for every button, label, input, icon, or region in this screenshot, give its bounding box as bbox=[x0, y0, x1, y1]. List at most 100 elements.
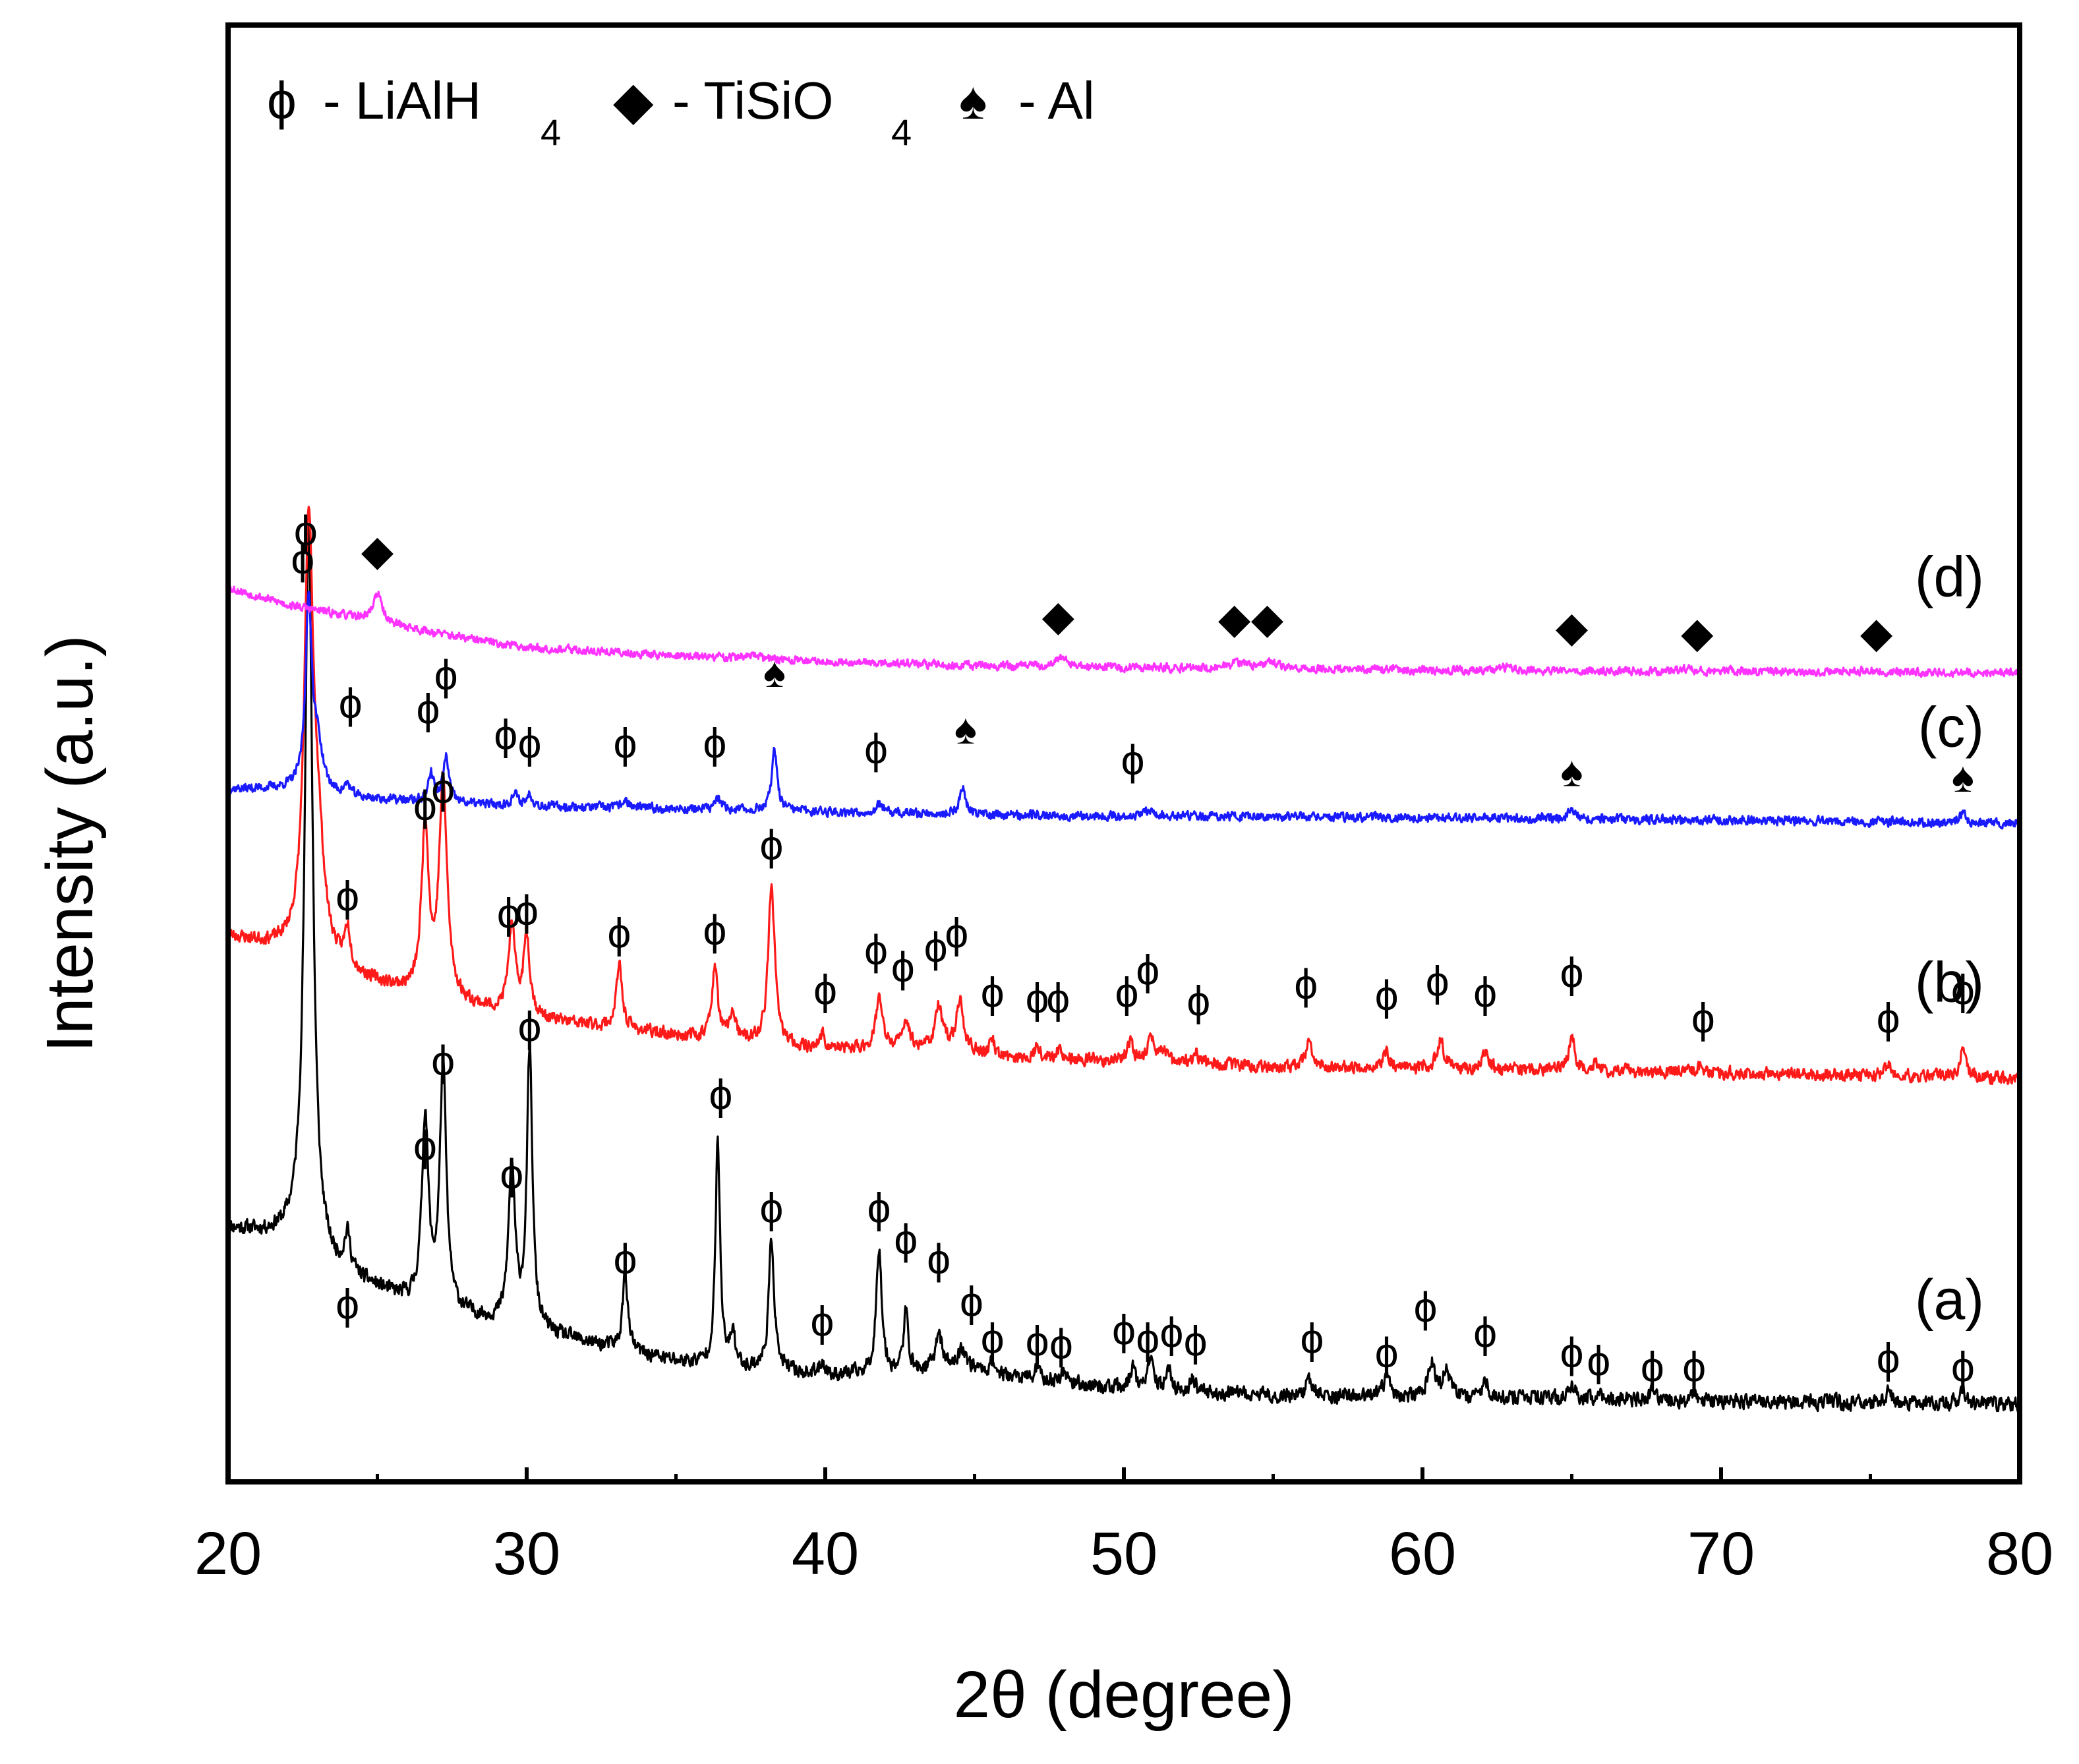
phase-marker-tisio4: ◆ bbox=[1251, 595, 1284, 642]
phase-marker-lialh4: ϕ bbox=[1641, 1343, 1664, 1390]
phase-marker-lialh4: ϕ bbox=[608, 909, 631, 956]
legend-entry-al: ♠ - Al bbox=[959, 71, 1095, 130]
x-axis-title: 2θ (degree) bbox=[954, 1658, 1295, 1732]
x-tick-label: 80 bbox=[1986, 1520, 2053, 1587]
x-tick-label: 50 bbox=[1090, 1520, 1157, 1587]
legend-sub-liaalh4: 4 bbox=[541, 111, 561, 153]
phase-marker-lialh4: ϕ bbox=[518, 719, 542, 767]
series-tag-layer: (a) (b) (c) (d) bbox=[1915, 546, 1984, 1332]
phase-marker-lialh4: ϕ bbox=[864, 725, 888, 773]
phase-marker-lialh4: ϕ bbox=[1951, 966, 1975, 1013]
phase-marker-al: ♠ bbox=[1561, 748, 1583, 795]
phase-marker-lialh4: ϕ bbox=[500, 1150, 523, 1198]
phase-marker-lialh4: ϕ bbox=[703, 906, 726, 954]
phase-marker-lialh4: ϕ bbox=[413, 1122, 437, 1169]
phase-marker-lialh4: ϕ bbox=[1473, 969, 1497, 1016]
phase-marker-lialh4: ϕ bbox=[864, 926, 888, 974]
phase-marker-lialh4: ϕ bbox=[927, 1235, 951, 1283]
phase-marker-lialh4: ϕ bbox=[703, 719, 726, 767]
series-tag-2: (b) bbox=[1915, 951, 1984, 1014]
phase-marker-lialh4: ϕ bbox=[614, 719, 637, 767]
phase-marker-tisio4: ◆ bbox=[361, 527, 394, 574]
phase-marker-lialh4: ϕ bbox=[1587, 1338, 1610, 1385]
phase-marker-lialh4: ϕ bbox=[1877, 1334, 1900, 1382]
phase-marker-lialh4: ϕ bbox=[614, 1235, 637, 1283]
series-line-4 bbox=[227, 585, 2021, 678]
phase-marker-lialh4: ϕ bbox=[497, 889, 521, 937]
legend: ϕ - LiAlH 4 ◆ - TiSiO 4 ♠ - Al bbox=[267, 71, 1095, 153]
y-axis-title: Intensity (a.u.) bbox=[33, 635, 107, 1053]
phase-marker-lialh4: ϕ bbox=[891, 943, 915, 991]
x-tick-label: 60 bbox=[1389, 1520, 1456, 1587]
series-line-3 bbox=[227, 591, 2021, 830]
series-line-1 bbox=[227, 525, 2021, 1413]
phase-marker-lialh4: ϕ bbox=[1691, 994, 1715, 1042]
legend-symbol-al: ♠ bbox=[959, 71, 987, 130]
phase-marker-al: ♠ bbox=[954, 705, 977, 753]
phase-marker-lialh4: ϕ bbox=[336, 1281, 359, 1328]
phase-marker-lialh4: ϕ bbox=[924, 924, 948, 971]
x-tick-label: 40 bbox=[792, 1520, 859, 1587]
phase-marker-lialh4: ϕ bbox=[1136, 946, 1159, 993]
phase-marker-lialh4: ϕ bbox=[1115, 969, 1139, 1016]
legend-text-tisio4: - TiSiO bbox=[672, 71, 833, 130]
phase-marker-lialh4: ϕ bbox=[1375, 972, 1399, 1019]
phase-marker-lialh4: ϕ bbox=[417, 686, 440, 733]
series-tag-3: (c) bbox=[1918, 695, 1984, 759]
phase-marker-lialh4: ϕ bbox=[1136, 1314, 1159, 1362]
legend-text-al: - Al bbox=[1018, 71, 1095, 130]
phase-marker-lialh4: ϕ bbox=[894, 1216, 918, 1263]
legend-sub-tisio4: 4 bbox=[891, 111, 912, 153]
phase-marker-lialh4: ϕ bbox=[1682, 1343, 1706, 1390]
phase-marker-lialh4: ϕ bbox=[494, 711, 517, 758]
phase-marker-lialh4: ϕ bbox=[760, 1185, 784, 1232]
phase-marker-lialh4: ϕ bbox=[981, 1314, 1005, 1362]
phase-marker-lialh4: ϕ bbox=[945, 909, 968, 956]
phase-marker-lialh4: ϕ bbox=[709, 1071, 733, 1119]
legend-symbol-liaalh4: ϕ bbox=[267, 71, 297, 130]
phase-marker-lialh4: ϕ bbox=[1026, 974, 1049, 1022]
phase-marker-lialh4: ϕ bbox=[431, 1037, 455, 1084]
series-layer bbox=[227, 506, 2021, 1413]
phase-marker-lialh4: ϕ bbox=[1414, 1283, 1438, 1331]
phase-marker-lialh4: ϕ bbox=[518, 1003, 542, 1050]
series-tag-4: (d) bbox=[1915, 546, 1984, 609]
x-tick-label: 70 bbox=[1687, 1520, 1755, 1587]
phase-marker-lialh4: ϕ bbox=[339, 680, 363, 727]
phase-marker-lialh4: ϕ bbox=[981, 969, 1005, 1016]
phase-marker-lialh4: ϕ bbox=[1186, 978, 1210, 1025]
phase-marker-lialh4: ϕ bbox=[1426, 958, 1449, 1005]
legend-text-liaalh4: - LiAlH bbox=[323, 71, 481, 130]
phase-marker-lialh4: ϕ bbox=[867, 1185, 891, 1232]
phase-marker-lialh4: ϕ bbox=[813, 966, 837, 1013]
phase-marker-lialh4: ϕ bbox=[1049, 1320, 1073, 1368]
phase-marker-lialh4: ϕ bbox=[1160, 1309, 1184, 1357]
phase-marker-lialh4: ϕ bbox=[1112, 1306, 1136, 1353]
phase-marker-lialh4: ϕ bbox=[1184, 1318, 1208, 1365]
phase-marker-al: ♠ bbox=[763, 649, 786, 696]
legend-entry-tisio4: ◆ - TiSiO 4 bbox=[613, 71, 912, 153]
phase-marker-lialh4: ϕ bbox=[1026, 1318, 1049, 1365]
phase-marker-lialh4: ϕ bbox=[1560, 949, 1584, 997]
phase-marker-tisio4: ◆ bbox=[1860, 609, 1893, 657]
phase-marker-lialh4: ϕ bbox=[1121, 736, 1145, 784]
series-line-2 bbox=[227, 506, 2021, 1086]
phase-marker-lialh4: ϕ bbox=[811, 1298, 835, 1345]
phase-marker-al: ♠ bbox=[1952, 753, 1974, 801]
phase-marker-lialh4: ϕ bbox=[1877, 994, 1900, 1042]
phase-marker-lialh4: ϕ bbox=[1300, 1314, 1324, 1362]
phase-marker-lialh4: ϕ bbox=[291, 535, 314, 583]
phase-marker-lialh4: ϕ bbox=[1294, 960, 1318, 1008]
series-tag-1: (a) bbox=[1915, 1268, 1984, 1332]
legend-entry-liaalh4: ϕ - LiAlH 4 bbox=[267, 71, 561, 153]
phase-marker-lialh4: ϕ bbox=[1473, 1309, 1497, 1357]
legend-symbol-tisio4: ◆ bbox=[613, 71, 654, 130]
x-tick-label: 20 bbox=[194, 1520, 262, 1587]
phase-marker-lialh4: ϕ bbox=[1560, 1329, 1584, 1376]
phase-marker-lialh4: ϕ bbox=[431, 765, 455, 812]
phase-marker-lialh4: ϕ bbox=[434, 651, 458, 699]
phase-marker-lialh4: ϕ bbox=[336, 873, 359, 920]
phase-marker-tisio4: ◆ bbox=[1681, 609, 1714, 657]
